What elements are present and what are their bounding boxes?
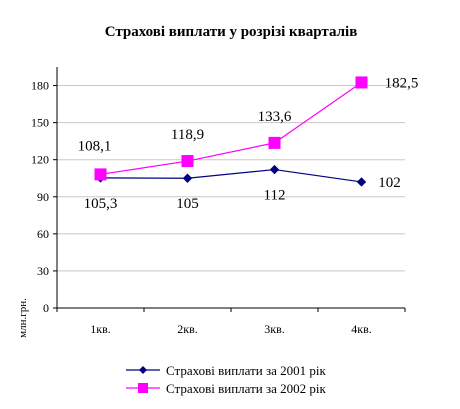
data-label: 102 <box>378 175 401 191</box>
series-layer <box>94 76 368 187</box>
axes-layer: 0 30 60 90 120 150 180 1кв. 2кв. 3кв. 4кв. <box>31 67 406 336</box>
legend-label: Страхові виплати за 2001 рік <box>166 363 326 378</box>
data-point-2002 <box>355 76 368 89</box>
data-label: 118,9 <box>171 127 204 143</box>
data-point-2001 <box>269 164 280 175</box>
y-tick-label: 120 <box>31 153 49 167</box>
series-line-2 <box>100 81 362 175</box>
y-tick-label: 0 <box>43 301 49 315</box>
data-point-2001 <box>356 177 367 187</box>
grid-layer <box>57 85 405 272</box>
y-tick-label: 90 <box>37 190 49 204</box>
y-tick-label: 60 <box>37 227 49 241</box>
data-point-2002 <box>94 168 107 181</box>
data-label: 133,6 <box>258 109 292 125</box>
data-labels-layer: 105,3 105 112 102 108,1 118,9 133,6 182,5 <box>78 75 419 212</box>
data-label: 105 <box>176 196 199 212</box>
legend-label: Страхові виплати за 2002 рік <box>166 381 326 396</box>
legend-item-2: Страхові виплати за 2002 рік <box>126 381 326 396</box>
data-label: 182,5 <box>385 75 419 91</box>
y-tick-label: 180 <box>31 79 49 93</box>
data-point-2002 <box>268 136 281 149</box>
x-tick-label: 1кв. <box>90 322 111 336</box>
x-tick-label: 2кв. <box>177 322 198 336</box>
legend-marker <box>138 383 148 393</box>
data-label: 105,3 <box>84 196 118 212</box>
data-label: 112 <box>264 188 286 204</box>
chart-title: Страхові виплати у розрізі кварталів <box>105 24 358 40</box>
legend-item-1: Страхові виплати за 2001 рік <box>126 363 326 378</box>
x-tick-label: 3кв. <box>264 322 285 336</box>
data-label: 108,1 <box>78 138 112 154</box>
y-tick-label: 30 <box>37 264 49 278</box>
y-tick-label: 150 <box>31 116 49 130</box>
x-tick-label: 4кв. <box>351 322 372 336</box>
legend: Страхові виплати за 2001 рік Страхові вип… <box>126 363 326 396</box>
data-point-2001 <box>182 173 193 183</box>
legend-marker <box>139 366 147 374</box>
y-axis-label: млн.грн. <box>17 298 29 338</box>
data-point-2002 <box>181 155 194 168</box>
series-line-1 <box>100 168 362 183</box>
